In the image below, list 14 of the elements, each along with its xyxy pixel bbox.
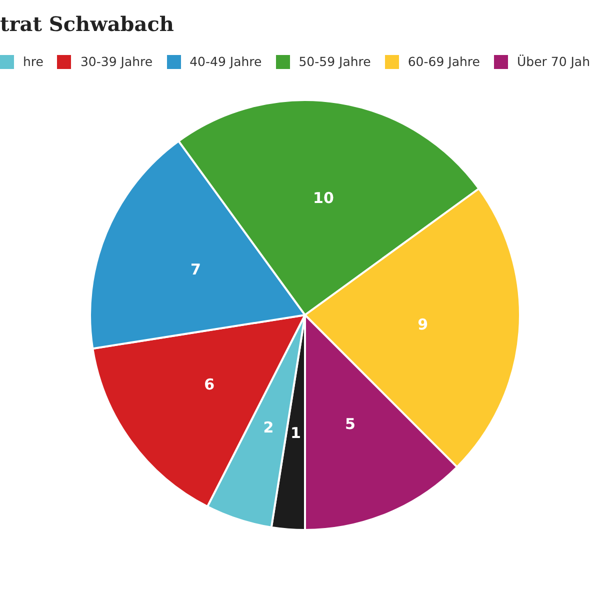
legend-label: 60-69 Jahre [408,54,480,69]
data-label: 9 [418,315,428,334]
legend-label: hre [23,54,44,69]
legend-label: 30-39 Jahre [80,54,153,69]
data-label: 2 [263,418,274,436]
legend-label: Über 70 Jah [516,54,590,69]
legend-label: 50-59 Jahre [298,54,371,69]
chart-title: trat Schwabach [0,12,174,36]
legend-label: 40-49 Jahre [190,54,262,69]
data-label: 1 [290,424,301,442]
data-label: 10 [313,189,334,208]
data-label: 6 [204,376,215,394]
data-label: 5 [345,415,356,434]
data-label: 7 [190,260,201,279]
